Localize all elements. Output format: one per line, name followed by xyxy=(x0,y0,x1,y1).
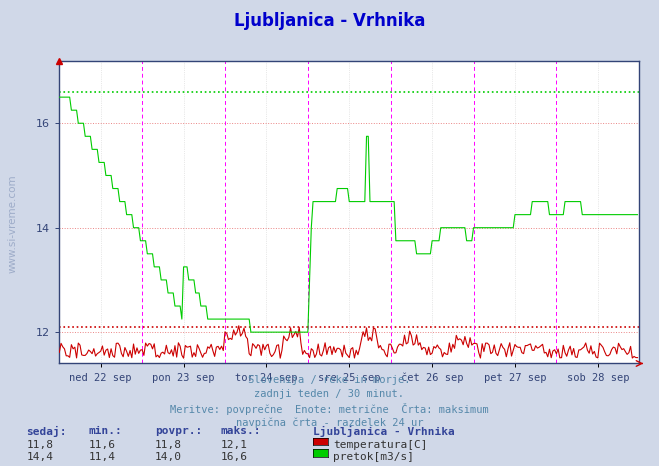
Text: zadnji teden / 30 minut.: zadnji teden / 30 minut. xyxy=(254,389,405,399)
Text: Ljubljanica - Vrhnika: Ljubljanica - Vrhnika xyxy=(313,426,455,438)
Text: Meritve: povprečne  Enote: metrične  Črta: maksimum: Meritve: povprečne Enote: metrične Črta:… xyxy=(170,403,489,415)
Text: povpr.:: povpr.: xyxy=(155,426,202,436)
Text: 14,4: 14,4 xyxy=(26,452,53,462)
Text: 11,4: 11,4 xyxy=(89,452,116,462)
Text: 11,6: 11,6 xyxy=(89,440,116,450)
Text: 12,1: 12,1 xyxy=(221,440,248,450)
Text: maks.:: maks.: xyxy=(221,426,261,436)
Text: Ljubljanica - Vrhnika: Ljubljanica - Vrhnika xyxy=(234,12,425,30)
Text: 11,8: 11,8 xyxy=(26,440,53,450)
Text: www.si-vreme.com: www.si-vreme.com xyxy=(8,174,18,273)
Text: pretok[m3/s]: pretok[m3/s] xyxy=(333,452,414,462)
Text: sedaj:: sedaj: xyxy=(26,426,67,438)
Text: 14,0: 14,0 xyxy=(155,452,182,462)
Text: navpična črta - razdelek 24 ur: navpična črta - razdelek 24 ur xyxy=(236,417,423,428)
Text: Slovenija / reke in morje.: Slovenija / reke in morje. xyxy=(248,375,411,385)
Text: temperatura[C]: temperatura[C] xyxy=(333,440,427,450)
Text: min.:: min.: xyxy=(89,426,123,436)
Text: 16,6: 16,6 xyxy=(221,452,248,462)
Text: 11,8: 11,8 xyxy=(155,440,182,450)
